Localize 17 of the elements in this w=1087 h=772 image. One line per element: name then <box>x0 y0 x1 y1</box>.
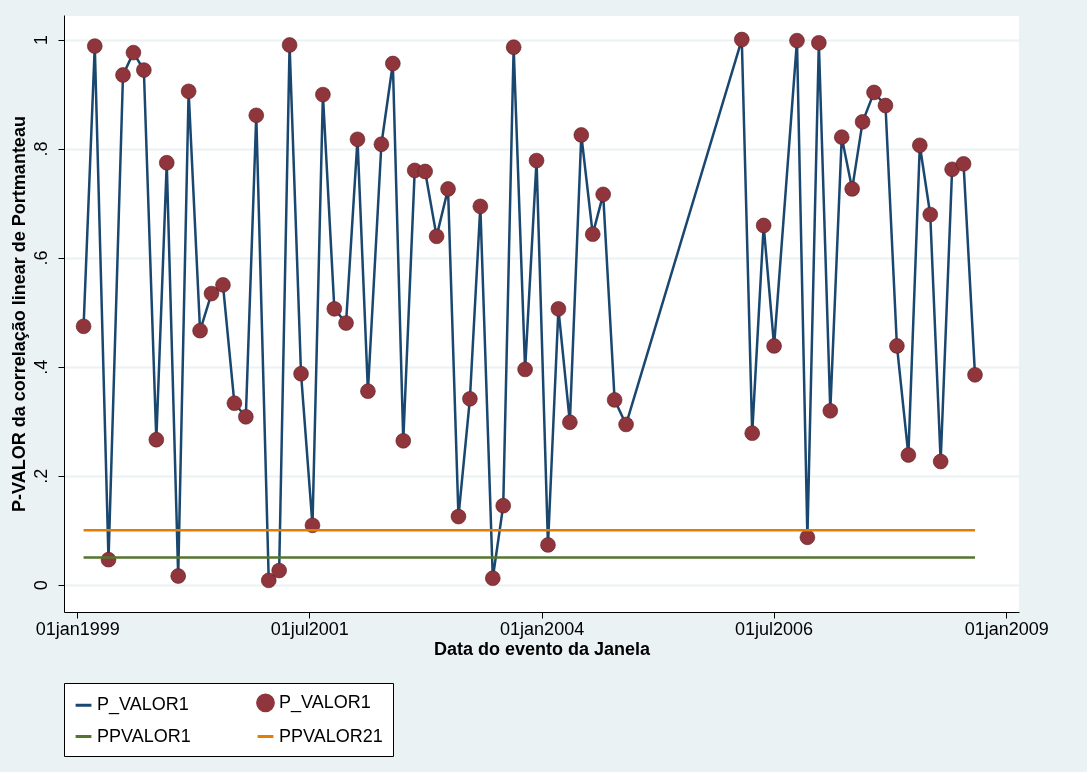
x-tick-label: 01jul2001 <box>270 618 349 639</box>
y-tick-label: .4 <box>30 359 51 375</box>
y-axis-title: P-VALOR da correlação linear de Portmanteau <box>8 116 29 512</box>
y-tick-label: .2 <box>30 468 51 484</box>
legend-label: PPVALOR21 <box>279 725 383 746</box>
y-tick-label: 0 <box>30 580 51 591</box>
x-tick-label: 01jul2006 <box>735 618 814 639</box>
x-tick-label: 01jan2009 <box>964 618 1049 639</box>
x-tick-label: 01jan2004 <box>500 618 585 639</box>
y-tick-label: 1 <box>30 35 51 46</box>
y-tick-label: .8 <box>30 141 51 157</box>
legend-label: P_VALOR1 <box>279 691 371 713</box>
y-tick-label: .6 <box>30 250 51 266</box>
x-tick-label: 01jan1999 <box>35 618 120 639</box>
legend-label: PPVALOR1 <box>97 725 191 746</box>
x-axis-title: Data do evento da Janela <box>433 638 652 659</box>
legend-label: P_VALOR1 <box>97 694 189 716</box>
